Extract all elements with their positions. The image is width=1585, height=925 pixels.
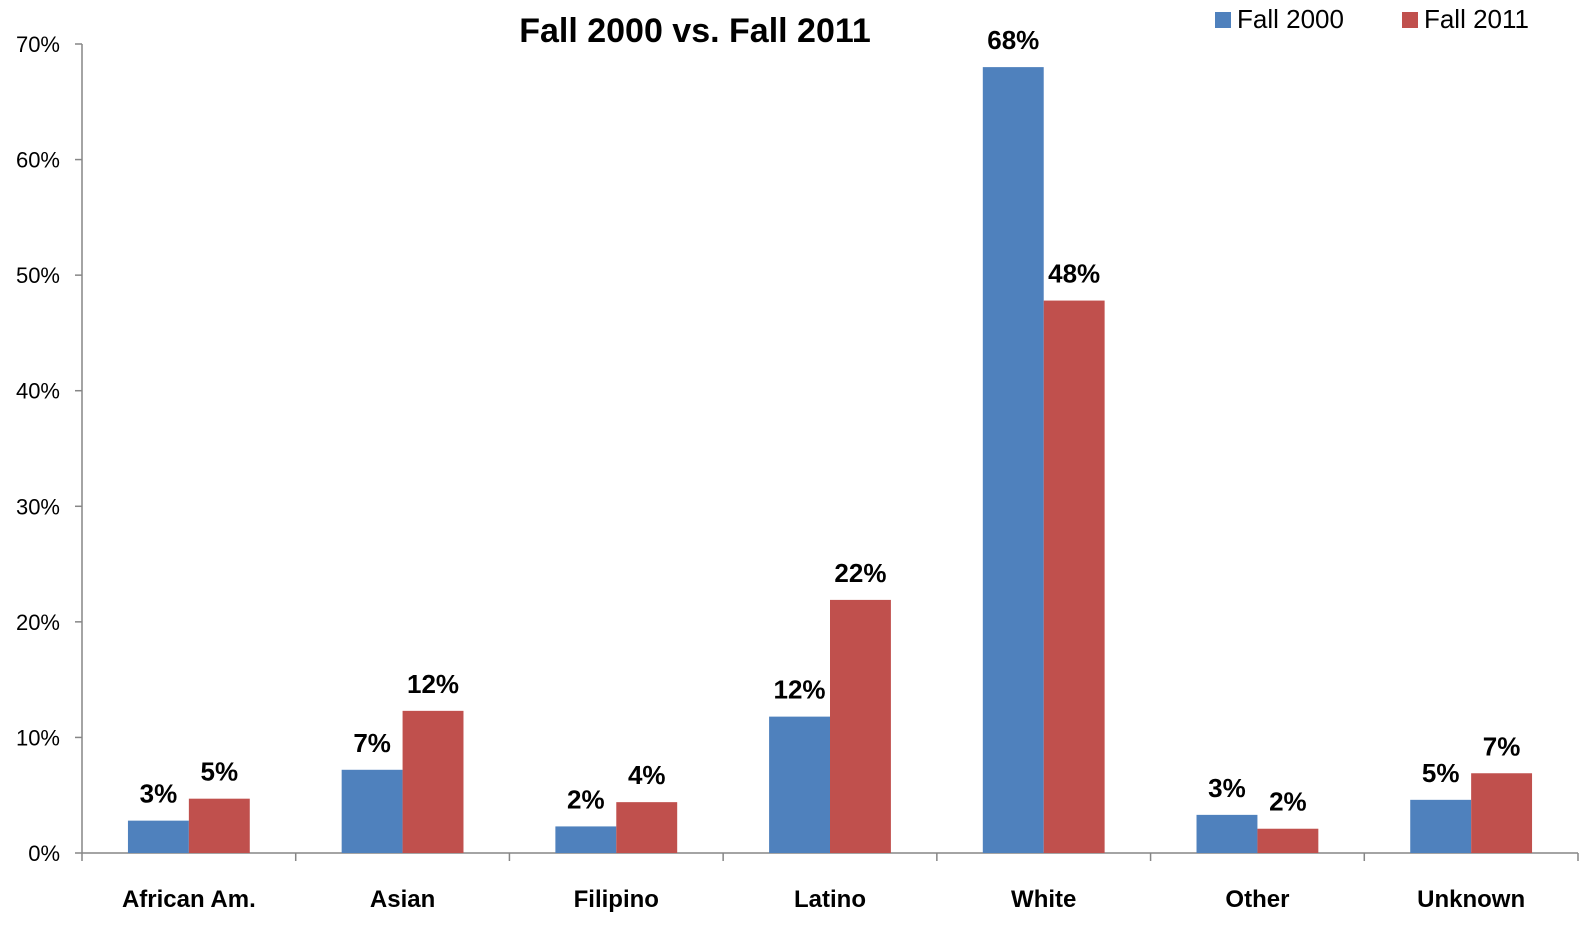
bar-fall-2011-latino — [830, 599, 891, 853]
x-tick-label-unknown: Unknown — [1417, 886, 1525, 913]
y-tick-label: 0% — [28, 841, 60, 866]
bar-fall-2000-white — [982, 67, 1044, 854]
bar-fall-2000-unknown — [1410, 799, 1472, 853]
legend-swatch-fall-2000 — [1215, 11, 1231, 28]
bar-fall-2011-asian — [402, 710, 464, 853]
bar-fall-2011-white — [1043, 300, 1105, 853]
data-label-fall-2000-unknown: 5% — [1422, 758, 1460, 788]
x-tick-label-latino: Latino — [794, 886, 866, 913]
data-label-fall-2011-asian: 12% — [407, 669, 459, 699]
bar-fall-2011-african-am — [188, 798, 250, 853]
legend: Fall 2000 Fall 2011 — [1215, 4, 1529, 35]
bar-fall-2000-latino — [769, 716, 830, 853]
data-label-fall-2000-other: 3% — [1208, 773, 1246, 803]
data-label-fall-2011-white: 48% — [1048, 259, 1100, 289]
x-tick-label-other: Other — [1225, 886, 1289, 913]
x-tick-label-african-am: African Am. — [122, 886, 256, 913]
legend-item-fall-2000: Fall 2000 — [1215, 4, 1344, 35]
y-tick-label: 60% — [16, 148, 60, 173]
x-tick-label-white: White — [1011, 886, 1076, 913]
data-label-fall-2000-white: 68% — [987, 25, 1039, 55]
y-tick-label: 10% — [16, 725, 60, 750]
data-label-fall-2000-latino: 12% — [774, 675, 826, 705]
data-label-fall-2000-asian: 7% — [353, 728, 391, 758]
data-label-fall-2011-filipino: 4% — [628, 760, 666, 790]
data-label-fall-2011-unknown: 7% — [1483, 731, 1521, 761]
y-tick-label: 50% — [16, 263, 60, 288]
legend-label-fall-2000: Fall 2000 — [1237, 4, 1344, 34]
legend-swatch-fall-2011 — [1401, 11, 1418, 28]
bar-fall-2000-african-am — [127, 820, 189, 853]
legend-item-fall-2011: Fall 2011 — [1401, 4, 1529, 35]
y-tick-label: 70% — [16, 32, 60, 57]
y-tick-label: 30% — [16, 494, 60, 519]
bar-fall-2011-filipino — [616, 802, 678, 853]
data-label-fall-2000-filipino: 2% — [567, 784, 605, 814]
bar-fall-2000-other — [1196, 814, 1258, 853]
x-tick-label-asian: Asian — [370, 886, 435, 913]
y-tick-label: 40% — [16, 379, 60, 404]
bar-fall-2011-unknown — [1471, 773, 1533, 853]
data-label-fall-2011-latino: 22% — [834, 558, 886, 588]
data-label-fall-2011-other: 2% — [1269, 787, 1307, 817]
bar-fall-2000-filipino — [555, 826, 617, 853]
chart-title: Fall 2000 vs. Fall 2011 — [519, 12, 871, 50]
x-tick-label-filipino: Filipino — [574, 886, 659, 913]
bar-fall-2000-asian — [341, 769, 403, 853]
bar-fall-2011-other — [1257, 828, 1319, 853]
y-tick-label: 20% — [16, 610, 60, 635]
data-label-fall-2000-african-am: 3% — [140, 779, 178, 809]
legend-label-fall-2011: Fall 2011 — [1423, 4, 1529, 34]
data-label-fall-2011-african-am: 5% — [201, 757, 239, 787]
